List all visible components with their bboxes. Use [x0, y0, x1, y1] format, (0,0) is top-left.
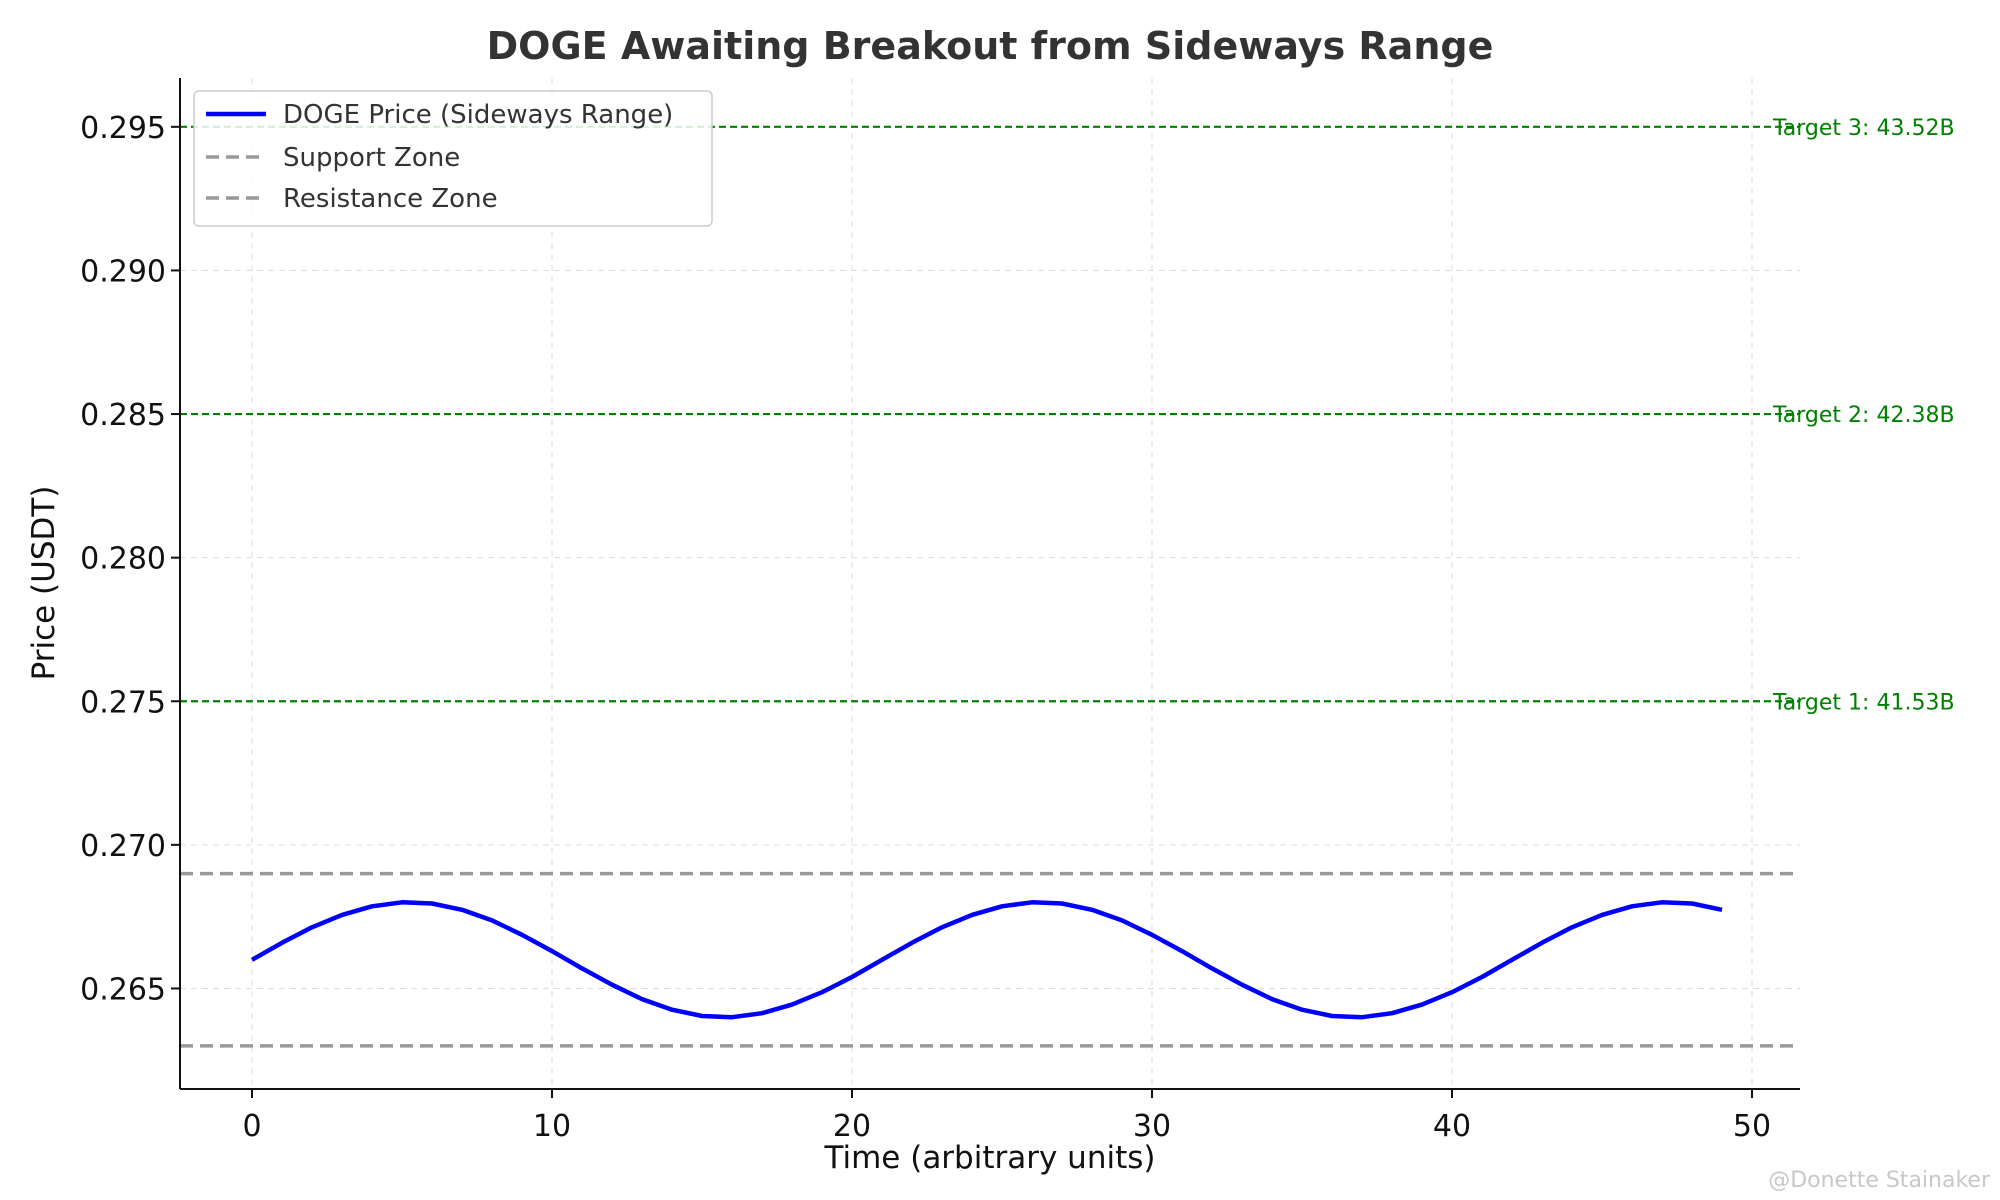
watermark-text: @Donette Stainaker: [1768, 1168, 1991, 1193]
x-tick-label: 30: [1133, 1109, 1171, 1144]
y-tick-label: 0.295: [80, 111, 166, 146]
series-layer: [250, 900, 1723, 1020]
y-tick-label: 0.270: [80, 829, 166, 864]
x-axis-label: Time (arbitrary units): [824, 1140, 1156, 1176]
legend-frame: [193, 90, 713, 227]
target-label: Target 1: 41.53B: [1772, 690, 1955, 715]
x-tick-label: 0: [242, 1109, 261, 1144]
y-axis-label: Price (USDT): [26, 486, 62, 681]
x-tick-label: 10: [533, 1109, 571, 1144]
x-tick-label: 20: [833, 1109, 871, 1144]
legend-entry-resistance: Resistance Zone: [283, 184, 498, 214]
y-tick-label: 0.285: [80, 398, 166, 433]
x-tick-label: 40: [1433, 1109, 1471, 1144]
target-label: Target 2: 42.38B: [1772, 403, 1955, 428]
y-ticks: 0.265 0.270 0.275 0.280 0.285 0.290 0.295: [80, 111, 180, 1007]
y-tick-label: 0.290: [80, 254, 166, 289]
y-tick-label: 0.265: [80, 972, 166, 1007]
x-tick-label: 50: [1733, 1109, 1771, 1144]
y-tick-label: 0.275: [80, 685, 166, 720]
target-label: Target 3: 43.52B: [1772, 116, 1955, 141]
target-lines: Target 1: 41.53B Target 2: 42.38B Target 3…: [180, 116, 1955, 715]
legend: DOGE Price (Sideways Range) Support Zone…: [193, 90, 713, 227]
chart-title: DOGE Awaiting Breakout from Sideways Ran…: [487, 24, 1494, 68]
y-tick-label: 0.280: [80, 542, 166, 577]
legend-entry-support: Support Zone: [283, 143, 460, 173]
price-series-line: [250, 900, 1723, 1020]
legend-entry-price: DOGE Price (Sideways Range): [283, 100, 673, 130]
x-ticks: 0 10 20 30 40 50: [242, 1089, 1771, 1144]
zone-lines: [180, 871, 1796, 1048]
